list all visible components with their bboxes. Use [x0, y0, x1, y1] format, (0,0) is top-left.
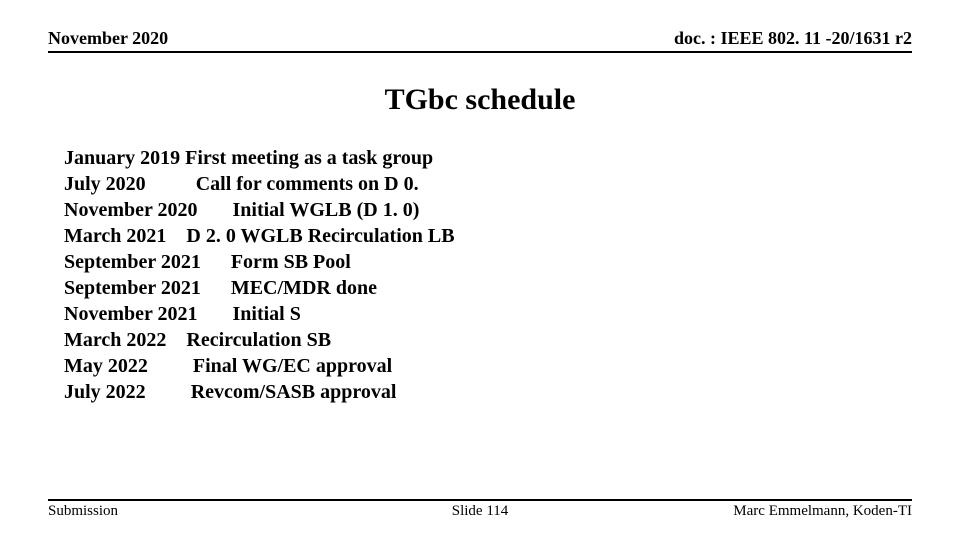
- schedule-date: March 2022: [64, 327, 166, 353]
- footer-slide-number: Slide 114: [336, 503, 624, 520]
- schedule-date: January 2019: [64, 145, 180, 171]
- schedule-row: March 2021 D 2. 0 WGLB Recirculation LB: [64, 223, 912, 249]
- schedule-row: March 2022 Recirculation SB: [64, 327, 912, 353]
- schedule-desc: Recirculation SB: [186, 327, 331, 353]
- schedule-gap: [201, 249, 231, 275]
- schedule-date: July 2020: [64, 171, 146, 197]
- schedule-desc: First meeting as a task group: [185, 145, 433, 171]
- schedule-desc: Final WG/EC approval: [193, 353, 392, 379]
- schedule-date: September 2021: [64, 249, 201, 275]
- schedule-gap: [146, 379, 191, 405]
- schedule-row: September 2021 Form SB Pool: [64, 249, 912, 275]
- schedule-gap: [198, 197, 233, 223]
- schedule-desc: Form SB Pool: [231, 249, 351, 275]
- schedule-date: September 2021: [64, 275, 201, 301]
- schedule-desc: Call for comments on D 0.: [196, 171, 419, 197]
- schedule-row: November 2021 Initial S: [64, 301, 912, 327]
- footer-left: Submission: [48, 503, 336, 520]
- schedule-row: July 2022 Revcom/SASB approval: [64, 379, 912, 405]
- schedule-row: November 2020 Initial WGLB (D 1. 0): [64, 197, 912, 223]
- schedule-date: November 2020: [64, 197, 198, 223]
- schedule-date: November 2021: [64, 301, 198, 327]
- schedule-gap: [198, 301, 233, 327]
- schedule-desc: D 2. 0 WGLB Recirculation LB: [186, 223, 454, 249]
- schedule-row: September 2021 MEC/MDR done: [64, 275, 912, 301]
- header-date: November 2020: [48, 28, 168, 49]
- footer-author: Marc Emmelmann, Koden-TI: [624, 503, 912, 520]
- schedule-desc: Initial WGLB (D 1. 0): [233, 197, 420, 223]
- schedule-desc: MEC/MDR done: [231, 275, 377, 301]
- schedule-gap: [201, 275, 231, 301]
- schedule-desc: Revcom/SASB approval: [191, 379, 397, 405]
- page-title: TGbc schedule: [48, 83, 912, 117]
- schedule-row: May 2022 Final WG/EC approval: [64, 353, 912, 379]
- header-row: November 2020 doc. : IEEE 802. 11 -20/16…: [48, 28, 912, 53]
- schedule-gap: [166, 327, 186, 353]
- footer-row: Submission Slide 114 Marc Emmelmann, Kod…: [48, 499, 912, 520]
- schedule-date: March 2021: [64, 223, 166, 249]
- schedule-row: July 2020 Call for comments on D 0.: [64, 171, 912, 197]
- schedule-gap: [148, 353, 193, 379]
- schedule-desc: Initial S: [233, 301, 301, 327]
- slide: November 2020 doc. : IEEE 802. 11 -20/16…: [0, 0, 960, 540]
- schedule-date: May 2022: [64, 353, 148, 379]
- schedule-row: January 2019 First meeting as a task gro…: [64, 145, 912, 171]
- schedule-list: January 2019 First meeting as a task gro…: [64, 145, 912, 405]
- schedule-gap: [166, 223, 186, 249]
- content-area: January 2019 First meeting as a task gro…: [48, 145, 912, 499]
- schedule-gap: [146, 171, 196, 197]
- schedule-date: July 2022: [64, 379, 146, 405]
- header-doc-id: doc. : IEEE 802. 11 -20/1631 r2: [674, 28, 912, 49]
